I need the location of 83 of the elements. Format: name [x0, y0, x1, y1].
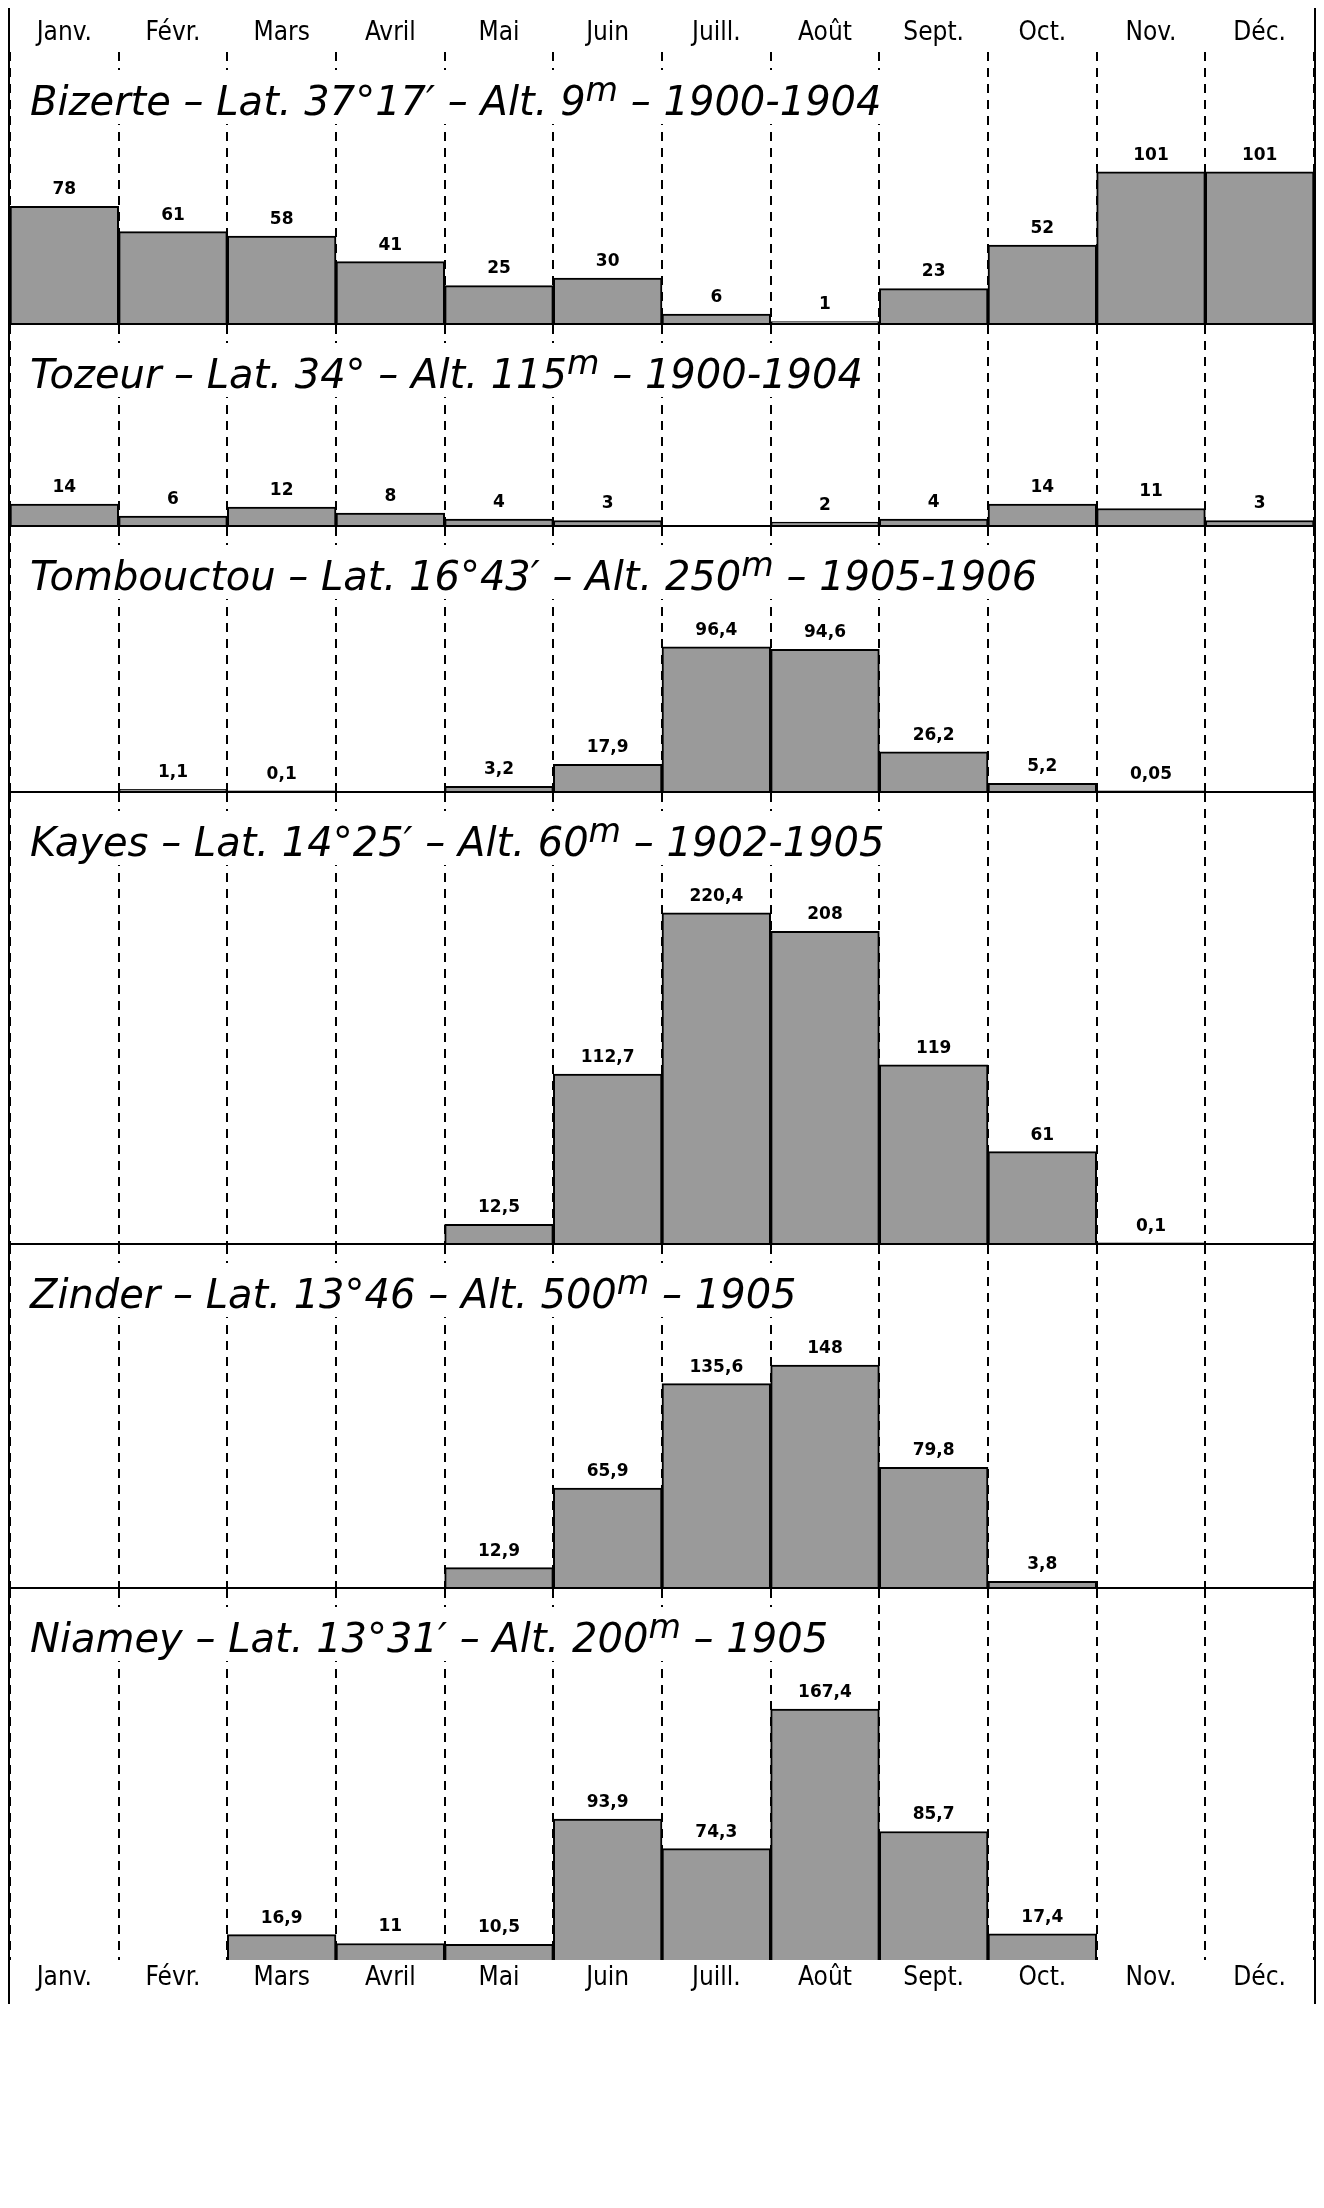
data-label: 112,7: [580, 1046, 635, 1067]
data-label: 101: [1133, 143, 1169, 164]
data-label: 10,5: [478, 1916, 520, 1937]
data-label: 3: [601, 492, 614, 513]
data-label: 3,8: [1027, 1553, 1058, 1574]
data-label: 4: [927, 490, 940, 511]
data-label: 96,4: [695, 618, 738, 639]
data-label: 12,9: [478, 1539, 520, 1560]
x-tick-label: Mars: [253, 16, 310, 47]
chart-title: Niamey – Lat. 13°31′ – Alt. 200$^{m}$ – 1905: [24, 1607, 835, 1662]
chart-title: Zinder – Lat. 13°46 – Alt. 500$^{m}$ – 1905: [24, 1263, 803, 1318]
data-label: 79,8: [912, 1439, 955, 1460]
data-label: 1: [819, 293, 831, 314]
data-label: 135,6: [689, 1355, 744, 1376]
data-label: 26,2: [912, 723, 955, 744]
data-label: 74,3: [695, 1820, 738, 1841]
data-label: 2: [819, 493, 831, 514]
data-label: 101: [1241, 143, 1278, 164]
data-label: 61: [161, 203, 185, 224]
data-label: 5,2: [1027, 755, 1058, 776]
x-tick-label: Janv.: [34, 1961, 92, 1992]
x-tick-label: Juill.: [690, 1961, 741, 1992]
data-label: 148: [807, 1336, 843, 1357]
data-label: 52: [1030, 217, 1055, 238]
data-label: 0,1: [266, 762, 297, 783]
x-tick-label: Févr.: [145, 16, 201, 47]
x-tick-label: Août: [798, 1961, 852, 1992]
data-label: 119: [915, 1036, 952, 1057]
data-label: 3,2: [483, 758, 515, 779]
chart-title: Bizerte – Lat. 37°17′ – Alt. 9$^{m}$ – 1900-1904: [24, 70, 888, 125]
data-label: 78: [52, 178, 77, 199]
x-tick-label: Nov.: [1125, 1961, 1177, 1992]
data-label: 85,7: [912, 1803, 955, 1824]
data-label: 6: [710, 285, 723, 306]
data-label: 93,9: [586, 1791, 629, 1812]
x-tick-label: Mai: [478, 16, 520, 47]
data-label: 11: [378, 1915, 403, 1936]
data-label: 16,9: [260, 1906, 303, 1927]
data-label: 12: [269, 478, 294, 499]
x-tick-label: Avril: [364, 16, 416, 47]
data-label: 12,5: [478, 1196, 520, 1217]
chart-title: Tozeur – Lat. 34° – Alt. 115$^{m}$ – 1900-1904: [24, 343, 869, 398]
data-label: 167,4: [798, 1680, 853, 1701]
data-label: 208: [807, 903, 843, 924]
x-tick-label: Juin: [584, 16, 630, 47]
data-label: 8: [384, 484, 397, 505]
x-tick-label: Janv.: [34, 16, 92, 47]
data-label: 94,6: [804, 621, 846, 642]
x-tick-label: Sept.: [903, 16, 965, 47]
data-label: 3: [1253, 492, 1266, 513]
data-label: 14: [52, 475, 77, 496]
chart-title: Kayes – Lat. 14°25′ – Alt. 60$^{m}$ – 1902-1905: [24, 811, 891, 866]
data-label: 61: [1030, 1123, 1055, 1144]
data-label: 30: [595, 250, 620, 270]
data-label: 23: [921, 260, 946, 281]
data-label: 17,9: [586, 736, 629, 757]
x-tick-label: Mars: [253, 1961, 310, 1992]
x-tick-label: Sept.: [903, 1961, 965, 1992]
data-label: 41: [378, 233, 403, 254]
data-label: 11: [1139, 480, 1163, 501]
data-label: 6: [167, 487, 179, 508]
data-label: 65,9: [586, 1460, 629, 1481]
x-tick-label: Oct.: [1018, 16, 1067, 47]
data-label: 0,05: [1130, 762, 1172, 783]
x-tick-label: Févr.: [145, 1961, 201, 1992]
data-label: 14: [1030, 475, 1055, 496]
x-tick-label: Juill.: [690, 16, 741, 47]
x-tick-label: Nov.: [1125, 16, 1177, 47]
x-tick-label: Déc.: [1233, 16, 1287, 47]
x-tick-label: Oct.: [1018, 1961, 1067, 1992]
data-label: 58: [269, 208, 294, 229]
data-label: 17,4: [1021, 1905, 1064, 1926]
x-tick-label: Avril: [364, 1961, 416, 1992]
data-label: 4: [493, 490, 506, 511]
data-label: 25: [487, 257, 511, 278]
chart-title: Tombouctou – Lat. 16°43′ – Alt. 250$^{m}$ – 1905-1906: [24, 545, 1044, 600]
data-label: 1,1: [157, 761, 189, 782]
x-tick-label: Mai: [478, 1961, 520, 1992]
data-label: 0,1: [1135, 1214, 1167, 1235]
x-tick-label: Juin: [584, 1961, 630, 1992]
x-tick-label: Août: [798, 16, 852, 47]
data-label: 220,4: [689, 884, 744, 905]
x-tick-label: Déc.: [1233, 1961, 1287, 1992]
